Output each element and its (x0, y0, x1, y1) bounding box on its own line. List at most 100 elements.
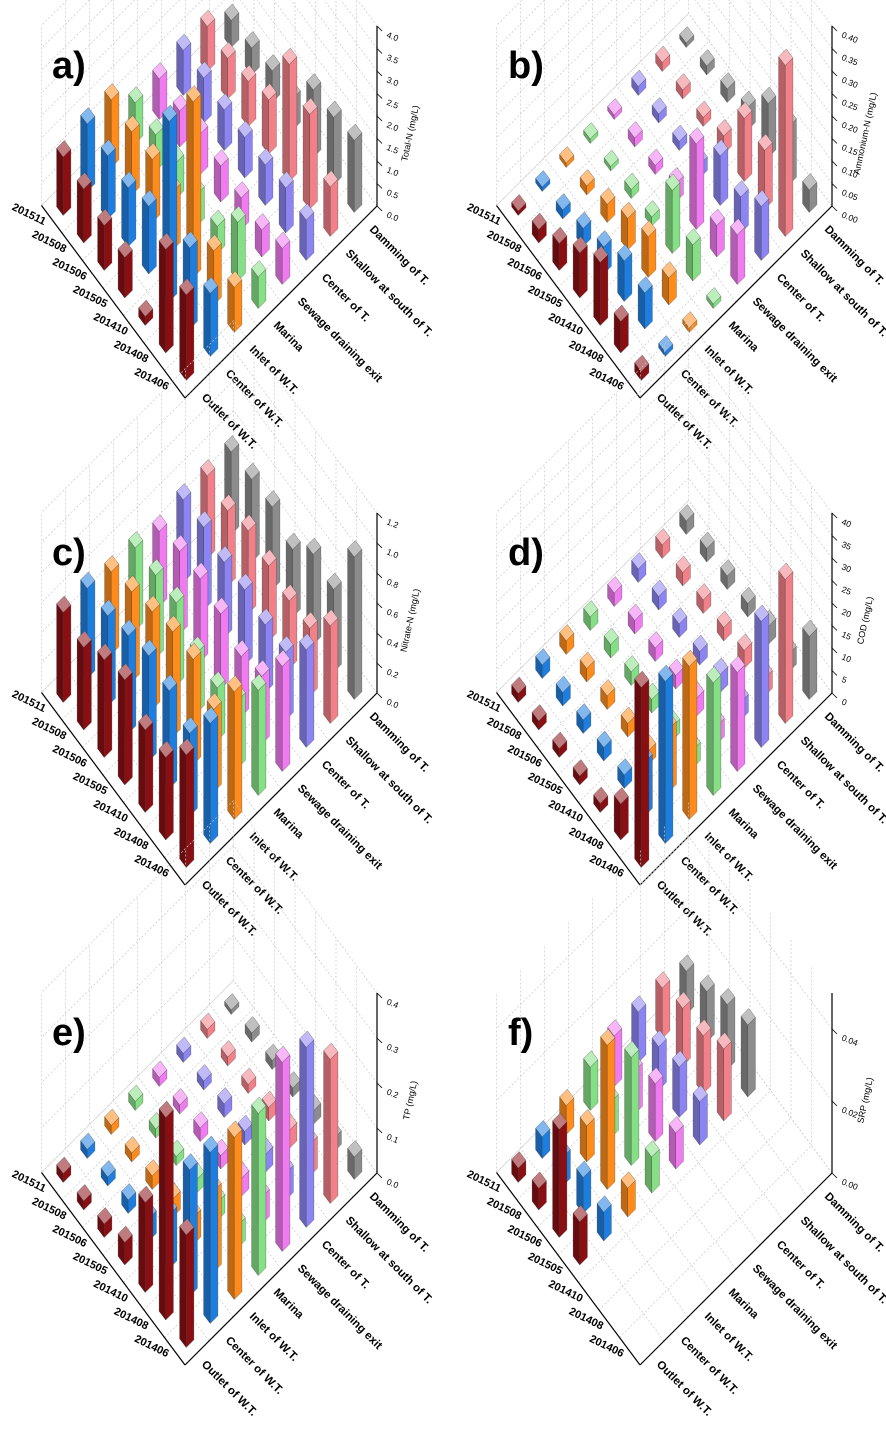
site-label: Marina (726, 320, 761, 355)
z-tick-label: 0.6 (385, 607, 400, 621)
bar-face-top (162, 104, 178, 122)
bar-face-front (696, 135, 705, 230)
bar-face-front (306, 641, 315, 748)
bar-face-front (737, 664, 746, 772)
bar-face-top (196, 1064, 212, 1082)
z-tick-mark (831, 512, 838, 519)
z-tick-label: 0.35 (840, 52, 859, 68)
bar-5-5 (651, 579, 667, 611)
bar-6-4 (607, 98, 623, 120)
bar-face-front (306, 211, 315, 261)
bar-face-top (206, 234, 222, 252)
wall-grid-line (41, 0, 378, 72)
floor-grid-line (578, 1090, 771, 1283)
bar-face-front (672, 182, 681, 254)
bar-face-front (354, 548, 363, 700)
panel-letter: c) (52, 532, 86, 574)
bar-face-top (282, 584, 298, 602)
bar-face-top (531, 1171, 547, 1189)
bar-0-5 (754, 604, 770, 748)
bar-3-1 (596, 1195, 612, 1242)
bar-face-left (100, 146, 108, 220)
bar-0-7 (347, 540, 363, 700)
z-tick-mark (831, 1100, 838, 1107)
bar-face-left (593, 253, 601, 326)
bar-0-1 (658, 335, 674, 357)
bar-face-top (141, 639, 157, 657)
floor-grid-line (41, 500, 234, 693)
bar-face-top (217, 1087, 233, 1105)
site-label: Shallow at south of T. (343, 1215, 435, 1307)
bar-face-front (761, 198, 770, 261)
bar-5-0 (76, 630, 92, 731)
bar-6-1 (535, 170, 551, 192)
bar-5-1 (100, 1160, 116, 1187)
bar-face-front (631, 1049, 640, 1166)
z-tick-label: 3.5 (385, 52, 400, 66)
bar-2-5 (713, 139, 729, 206)
bar-face-top (572, 1205, 588, 1223)
bar-5-4 (627, 121, 643, 148)
bar-face-top (179, 278, 195, 296)
bar-6-6 (200, 9, 216, 72)
bar-3-0 (117, 240, 133, 299)
bar-face-left (203, 714, 211, 844)
bar-4-2 (600, 679, 616, 710)
bar-face-top (241, 64, 257, 82)
bar-face-top (56, 140, 72, 158)
bar-face-top (583, 1050, 599, 1068)
bar-face-front (148, 198, 157, 275)
bar-face-top (651, 579, 667, 597)
bar-0-3 (251, 1096, 267, 1276)
bar-6-6 (200, 1012, 216, 1039)
z-tick-mark (376, 542, 383, 549)
bar-face-front (785, 571, 794, 724)
panel-letter: b) (508, 45, 544, 87)
bar-2-2 (186, 85, 202, 278)
bar-3-7 (740, 1008, 756, 1098)
bar-face-top (56, 1156, 72, 1174)
bar-face-top (617, 244, 633, 262)
bar-face-top (347, 540, 363, 558)
bar-3-6 (261, 83, 277, 155)
floor-grid-line (598, 150, 792, 344)
bar-face-top (152, 62, 168, 80)
bar-5-4 (172, 1088, 188, 1115)
bar-5-6 (675, 73, 691, 100)
wall-grid-line (41, 844, 378, 1039)
z-axis-title: Total-N (mg/L) (399, 104, 421, 162)
bar-face-top (176, 483, 192, 501)
bar-face-front (248, 73, 257, 127)
z-tick-mark (376, 70, 383, 77)
bar-face-top (254, 659, 270, 677)
bar-face-top (158, 1100, 174, 1118)
bar-face-top (224, 3, 240, 21)
bar-0-0 (179, 1218, 195, 1348)
bar-0-7 (802, 173, 818, 213)
bar-2-3 (665, 173, 681, 254)
site-label: Marina (726, 1287, 761, 1322)
bar-1-0 (158, 232, 174, 354)
bar-4-6 (696, 583, 712, 614)
bar-face-top (668, 1116, 684, 1134)
bar-5-1 (555, 675, 571, 707)
floor-grid-line (537, 1035, 730, 1228)
z-tick-mark (376, 138, 383, 144)
bar-face-top (145, 142, 161, 160)
bar-face-top (200, 9, 216, 27)
bar-0-5 (754, 189, 770, 261)
bar-5-2 (579, 651, 595, 683)
bar-1-3 (230, 205, 246, 282)
bar-face-top (665, 173, 681, 191)
bar-face-top (778, 562, 794, 580)
bar-face-top (607, 98, 623, 116)
floor-grid-line (516, 1007, 710, 1201)
bar-4-5 (217, 1087, 233, 1118)
bar-2-2 (641, 220, 657, 278)
bar-face-top (754, 604, 770, 622)
bar-face-top (531, 212, 547, 230)
z-tick-label: 1.2 (385, 517, 400, 531)
floor-grid-line (578, 610, 771, 803)
bar-face-front (200, 125, 209, 175)
bar-face-top (651, 1030, 667, 1048)
